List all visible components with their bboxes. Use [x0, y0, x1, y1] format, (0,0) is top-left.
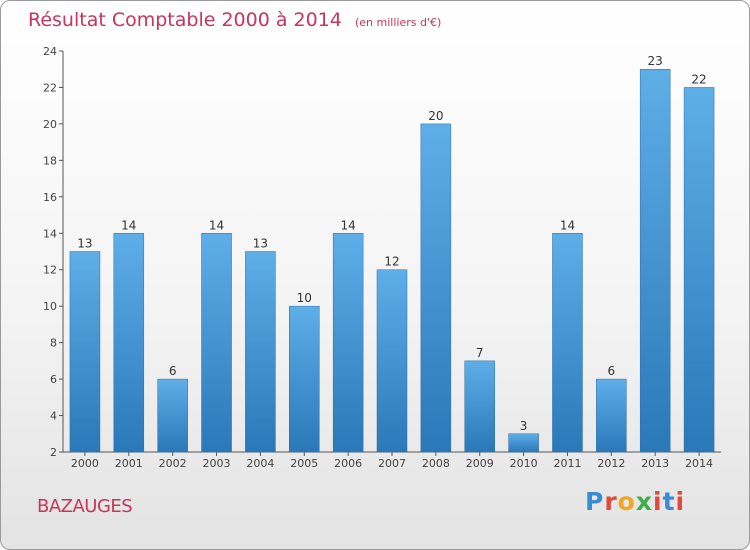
- y-tick-label: 4: [50, 410, 57, 423]
- value-label-2012: 6: [608, 364, 616, 378]
- bar-2013: [639, 68, 671, 453]
- x-tick-label-2004: 2004: [246, 457, 274, 470]
- bar-2009: [464, 360, 495, 453]
- x-tick-label-2003: 2003: [203, 457, 231, 470]
- value-label-2002: 6: [169, 364, 177, 378]
- bar-2014: [683, 87, 715, 453]
- bar-2002: [157, 378, 188, 453]
- y-tick-label: 8: [50, 337, 57, 350]
- x-tick-label-2012: 2012: [597, 457, 625, 470]
- x-tick-label-2005: 2005: [290, 457, 318, 470]
- chart-subtitle: (en milliers d'€): [354, 16, 442, 29]
- y-tick-label: 18: [43, 154, 57, 167]
- value-label-2013: 23: [648, 54, 663, 68]
- bar-2005: [289, 305, 320, 453]
- y-tick-label: 10: [43, 300, 57, 313]
- y-tick-label: 24: [43, 45, 57, 58]
- bar-2007: [376, 269, 408, 453]
- x-tick-label-2009: 2009: [466, 457, 494, 470]
- x-tick-label-2011: 2011: [553, 457, 581, 470]
- value-label-2005: 10: [297, 291, 312, 305]
- value-label-2009: 7: [476, 346, 484, 360]
- value-label-2010: 3: [520, 419, 528, 433]
- value-label-2001: 14: [121, 218, 136, 232]
- x-tick-label-2006: 2006: [334, 457, 362, 470]
- location-name: BAZAUGES: [37, 496, 133, 517]
- value-label-2006: 14: [340, 218, 355, 232]
- x-tick-label-2000: 2000: [71, 457, 99, 470]
- x-tick-label-2014: 2014: [685, 457, 713, 470]
- title-row: Résultat Comptable 2000 à 2014 (en milli…: [28, 9, 441, 31]
- y-tick-label: 2: [50, 446, 57, 459]
- value-label-2000: 13: [77, 237, 92, 251]
- bar-2008: [420, 123, 452, 453]
- bar-2004: [245, 251, 276, 453]
- y-tick-label: 22: [43, 81, 57, 94]
- value-label-2003: 14: [209, 218, 224, 232]
- value-label-2011: 14: [560, 218, 575, 232]
- bar-2003: [201, 233, 232, 453]
- value-label-2008: 20: [428, 109, 443, 123]
- value-label-2004: 13: [253, 237, 268, 251]
- y-tick-label: 16: [43, 191, 57, 204]
- value-label-2014: 22: [691, 72, 706, 86]
- y-tick-label: 12: [43, 264, 57, 277]
- bar-2001: [113, 233, 145, 453]
- value-label-2007: 12: [384, 255, 399, 269]
- proxiti-logo[interactable]: Proxiti: [585, 487, 686, 516]
- bar-2010: [508, 433, 539, 453]
- y-tick-label: 14: [43, 227, 57, 240]
- bar-2006: [332, 233, 364, 453]
- chart-title: Résultat Comptable 2000 à 2014: [28, 9, 342, 31]
- y-tick-label: 6: [50, 373, 57, 386]
- x-tick-label-2010: 2010: [510, 457, 538, 470]
- x-tick-label-2013: 2013: [641, 457, 669, 470]
- x-tick-label-2008: 2008: [422, 457, 450, 470]
- bar-2011: [552, 233, 583, 453]
- x-tick-label-2001: 2001: [115, 457, 143, 470]
- x-tick-label-2002: 2002: [159, 457, 187, 470]
- bar-2012: [596, 378, 627, 453]
- bar-2000: [69, 251, 101, 453]
- x-tick-label-2007: 2007: [378, 457, 406, 470]
- y-tick-label: 20: [43, 118, 57, 131]
